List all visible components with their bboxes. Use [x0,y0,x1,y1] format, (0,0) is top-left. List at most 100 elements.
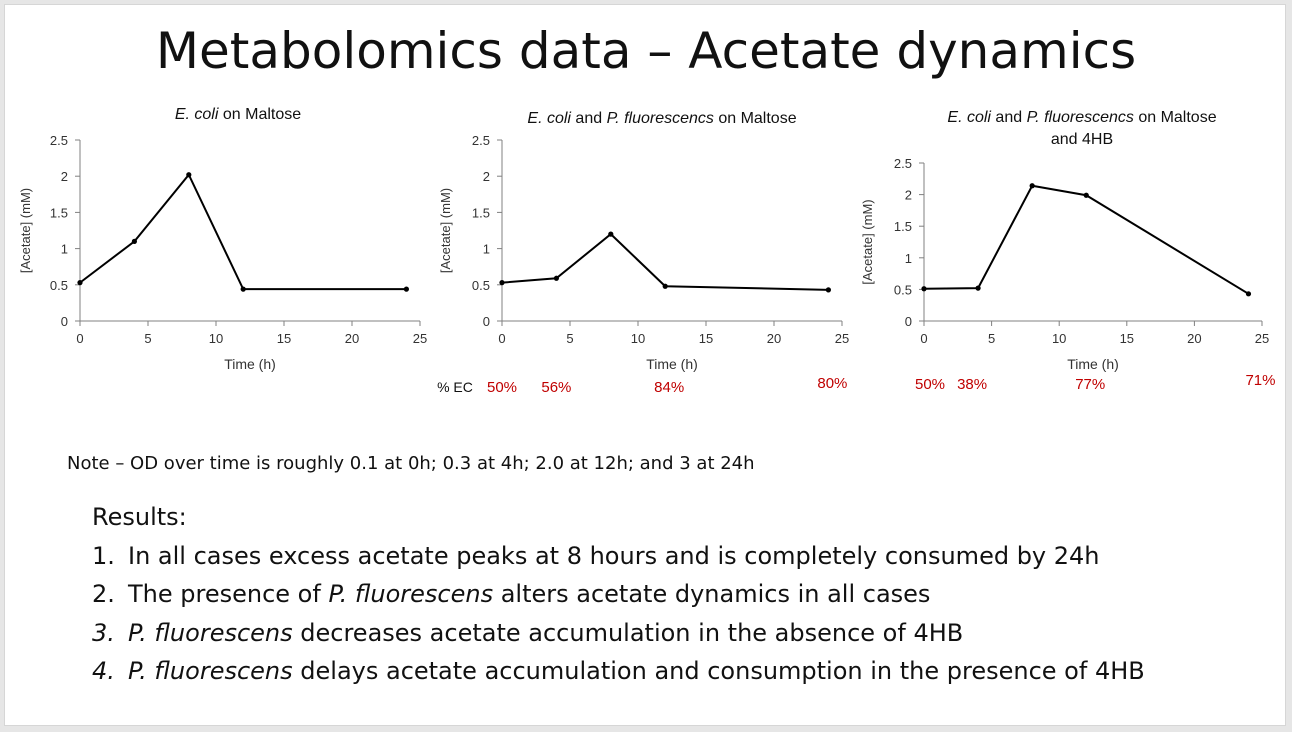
x-tick-label: 25 [413,331,427,346]
percent-ec-label: 50% [915,376,945,393]
percent-ec-label: 80% [817,375,847,392]
data-point [499,280,505,286]
chart-title-part: and [571,110,607,127]
data-point [240,286,246,292]
y-axis-label: [Acetate] (mM) [18,188,33,273]
chart-title-line2: and 4HB [1051,131,1113,148]
y-tick-label: 1.5 [50,205,68,220]
series-line [79,172,407,291]
result-text: alters acetate dynamics in all cases [493,580,931,608]
data-point [662,283,668,289]
y-tick-label: 2 [483,169,490,184]
result-number: 1. [92,541,115,570]
result-item: 1. In all cases excess acetate peaks at 8… [92,537,1145,576]
chart-title-part: on Maltose [1134,109,1217,126]
percent-ec-label: 50% [487,379,517,396]
data-point [608,231,614,237]
annotation-label: % EC [437,379,473,395]
series-line [501,232,829,291]
y-tick-label: 1 [61,242,68,257]
chart-title-part: on Maltose [218,106,301,123]
results-heading: Results: [92,503,187,531]
y-tick-label: 0 [61,314,68,329]
x-tick-label: 0 [498,331,505,346]
chart-title-part: and [991,109,1027,126]
result-text: P. fluorescens [128,618,293,647]
percent-ec-label: 38% [957,376,987,393]
x-tick-label: 15 [277,331,291,346]
data-point [921,286,927,292]
result-text: The presence of [128,580,329,608]
y-tick-label: 2.5 [50,133,68,148]
x-tick-label: 10 [209,331,223,346]
chart-title: E. coli and P. fluorescencs on Maltose [947,109,1216,126]
y-tick-label: 0 [905,314,912,329]
chart-title-part: E. coli [947,109,991,126]
x-tick-label: 25 [1255,331,1269,346]
data-point [825,287,832,293]
y-tick-label: 0.5 [894,282,912,297]
x-tick-label: 10 [631,331,645,346]
result-item: 2. The presence of P. fluorescens alters … [92,575,1145,614]
result-text: delays acetate accumulation and consumpt… [292,657,1145,685]
data-point [1029,183,1035,189]
chart-title-part: P. fluorescencs [607,110,714,127]
chart-title-part: on Maltose [714,110,797,127]
percent-ec-label: 77% [1075,376,1105,393]
data-point [403,286,409,292]
data-point [186,172,192,178]
y-tick-label: 2 [905,188,912,203]
od-note: Note – OD over time is roughly 0.1 at 0h… [67,453,755,474]
data-point [1083,192,1089,198]
x-tick-label: 0 [920,331,927,346]
x-axis-label: Time (h) [646,356,698,372]
result-number: 4. [92,657,115,685]
y-tick-label: 1 [905,251,912,266]
chart-title-part: E. coli [527,110,571,127]
x-tick-label: 15 [699,331,713,346]
x-tick-label: 20 [345,331,359,346]
series-line [923,184,1249,295]
x-tick-label: 25 [835,331,849,346]
result-text: P. fluorescens [128,657,293,685]
percent-ec-label: 71% [1245,372,1275,389]
x-tick-label: 10 [1052,331,1066,346]
result-text: decreases acetate accumulation in the ab… [292,618,964,647]
x-tick-label: 5 [988,331,995,346]
result-item: 3. P. fluorescens decreases acetate accum… [92,614,1145,653]
x-tick-label: 5 [566,331,573,346]
y-tick-label: 0.5 [50,278,68,293]
y-tick-label: 0.5 [472,278,490,293]
data-point [77,280,83,286]
result-number: 2. [92,580,115,608]
result-number: 3. [92,618,115,647]
y-tick-label: 1 [483,242,490,257]
x-tick-label: 5 [144,331,151,346]
slide [4,4,1286,726]
data-point [553,275,560,281]
chart-title-part: E. coli [175,106,219,123]
slide-title: Metabolomics data – Acetate dynamics [155,22,1137,80]
x-tick-label: 20 [767,331,781,346]
result-text: In all cases excess acetate peaks at 8 h… [128,541,1100,570]
x-tick-label: 20 [1187,331,1201,346]
percent-ec-label: 84% [654,379,684,396]
chart-title: E. coli and P. fluorescencs on Maltose [527,110,796,127]
result-text: P. fluorescens [328,580,494,608]
y-axis-label: [Acetate] (mM) [860,199,875,284]
y-tick-label: 2.5 [472,133,490,148]
y-tick-label: 0 [483,314,490,329]
y-tick-label: 2 [61,169,68,184]
results-block: Results: 1. In all cases excess acetate p… [92,498,1145,691]
chart-title-part: P. fluorescencs [1027,109,1134,126]
x-axis-label: Time (h) [1067,356,1119,372]
results-list: 1. In all cases excess acetate peaks at 8… [92,537,1145,691]
x-axis-label: Time (h) [224,356,276,372]
y-tick-label: 1.5 [472,205,490,220]
data-point [1245,291,1252,297]
x-tick-label: 0 [76,331,83,346]
y-tick-label: 2.5 [894,156,912,171]
chart-title: E. coli on Maltose [175,106,301,123]
percent-ec-label: 56% [541,379,571,396]
